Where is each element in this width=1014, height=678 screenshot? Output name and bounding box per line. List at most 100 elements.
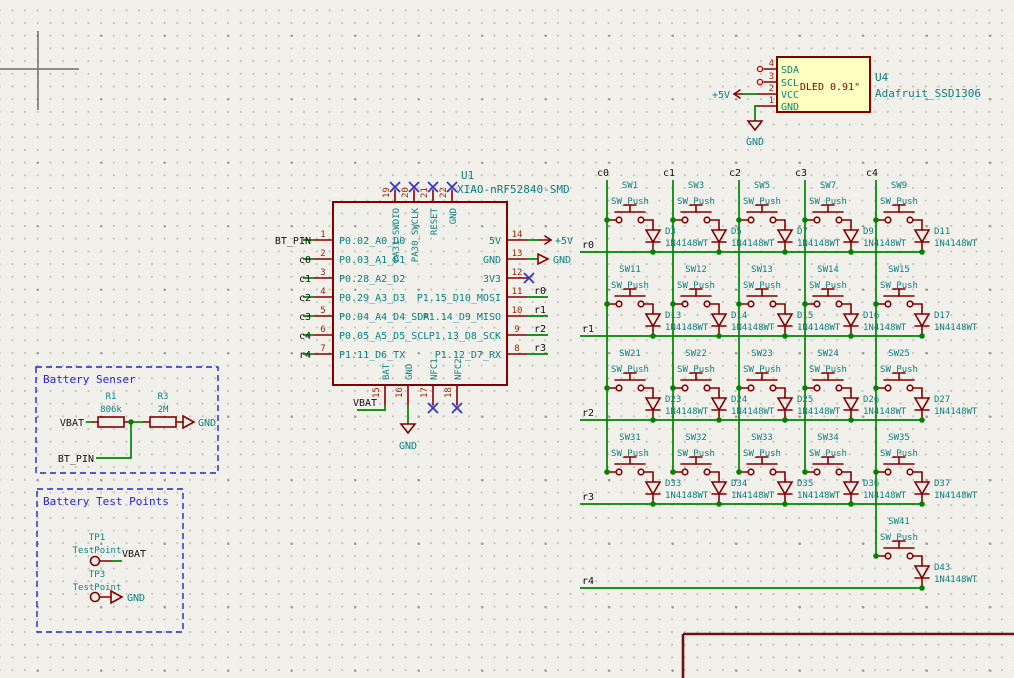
row-net-label[interactable]: r4 [582, 576, 594, 587]
gnd-power-icon[interactable] [182, 414, 196, 430]
switch-value: SW_Push [743, 449, 781, 459]
diode-symbol [913, 397, 931, 412]
net-label[interactable]: c4 [299, 331, 311, 342]
pin-number: 17 [420, 387, 430, 398]
testpoint-tp3[interactable]: TP3 TestPoint [73, 570, 122, 603]
switch-contact [835, 384, 843, 392]
no-connect-icon [451, 402, 463, 414]
switch-cell[interactable]: SW32 SW_Push D34 1N4148WT [670, 433, 775, 507]
switch-cell[interactable]: SW13 SW_Push D15 1N4148WT [736, 265, 841, 339]
wire[interactable] [357, 405, 386, 411]
column-net-label[interactable]: c3 [795, 168, 807, 179]
net-label[interactable]: r2 [534, 324, 546, 335]
resistor-r1[interactable]: R1 806k [91, 392, 132, 428]
net-label[interactable]: BT_PIN [275, 236, 311, 247]
diode-ref: D37 [934, 479, 950, 489]
battery-sensor-section[interactable]: Battery Senser VBAT R1 806k R3 2M GND BT… [35, 366, 219, 474]
switch-cell[interactable]: SW41 SW_Push D43 1N4148WT [873, 517, 978, 591]
switch-cell[interactable]: SW25 SW_Push D27 1N4148WT [873, 349, 978, 423]
power-label[interactable]: +5V [555, 236, 573, 247]
net-label[interactable]: c1 [299, 274, 311, 285]
switch-cell[interactable]: SW1 SW_Push D3 1N4148WT [604, 181, 709, 255]
switch-value: SW_Push [677, 449, 715, 459]
gnd-label[interactable]: GND [127, 593, 145, 604]
column-net-label[interactable]: c1 [663, 168, 675, 179]
u4-oled-symbol[interactable]: DLED 0.91" U4 Adafruit_SSD1306 4 SDA 3 S… [712, 56, 981, 148]
wire[interactable] [96, 422, 132, 459]
switch-cell[interactable]: SW3 SW_Push D5 1N4148WT [670, 181, 775, 255]
switch-contact [835, 216, 843, 224]
vbat-net-label[interactable]: VBAT [60, 418, 84, 429]
net-label[interactable]: r4 [299, 350, 311, 361]
junction-dot [650, 417, 656, 423]
pin-number: 15 [372, 387, 382, 398]
switch-cell[interactable]: SW5 SW_Push D7 1N4148WT [736, 181, 841, 255]
u4-gnd-label[interactable]: GND [746, 137, 764, 148]
power-label[interactable]: GND [399, 441, 417, 452]
column-net-label[interactable]: c0 [597, 168, 609, 179]
gnd-power-icon[interactable] [110, 589, 124, 605]
pin-name: P0.04_A4_D4_SDA [339, 312, 429, 323]
switch-cell[interactable]: SW21 SW_Push D23 1N4148WT [604, 349, 709, 423]
row-net-label[interactable]: r0 [582, 240, 594, 251]
net-label[interactable]: r0 [534, 286, 546, 297]
switch-cell[interactable]: SW7 SW_Push D9 1N4148WT [802, 181, 907, 255]
junction-dot [716, 501, 722, 507]
gnd-power-icon[interactable] [399, 423, 417, 435]
diode-value: 1N4148WT [665, 491, 709, 501]
pin-number: 8 [514, 344, 519, 354]
net-label[interactable]: c2 [299, 293, 311, 304]
junction-dot [736, 301, 742, 307]
net-label[interactable]: r1 [534, 305, 546, 316]
resistor-r3[interactable]: R3 2M [143, 392, 184, 428]
btpin-net-label[interactable]: BT_PIN [58, 454, 94, 465]
switch-cell[interactable]: SW33 SW_Push D35 1N4148WT [736, 433, 841, 507]
power-label[interactable]: GND [553, 255, 571, 266]
gnd-power-icon[interactable] [746, 120, 764, 132]
diode-value: 1N4148WT [934, 323, 978, 333]
switch-cell[interactable]: SW15 SW_Push D17 1N4148WT [873, 265, 978, 339]
switch-cell[interactable]: SW34 SW_Push D36 1N4148WT [802, 433, 907, 507]
vbat-net-label[interactable]: VBAT [122, 549, 146, 560]
column-net-label[interactable]: c2 [729, 168, 741, 179]
unconnected-pin-icon [756, 78, 764, 86]
line [451, 402, 463, 414]
switch-cell[interactable]: SW22 SW_Push D24 1N4148WT [670, 349, 775, 423]
switch-cell[interactable]: SW11 SW_Push D13 1N4148WT [604, 265, 709, 339]
diode-value: 1N4148WT [934, 239, 978, 249]
line [446, 181, 458, 193]
gnd-power-icon[interactable] [537, 252, 550, 266]
u1-mcu-symbol[interactable]: U1 XIAO-nRF52840-SMD 1 P0.02_A0_D0 BT_PIN 2… [275, 169, 573, 452]
switch-cell[interactable]: SW9 SW_Push D11 1N4148WT [873, 181, 978, 255]
row-net-label[interactable]: r3 [582, 492, 594, 503]
switch-cell[interactable]: SW14 SW_Push D16 1N4148WT [802, 265, 907, 339]
switch-cell[interactable]: SW24 SW_Push D26 1N4148WT [802, 349, 907, 423]
junction-dot [650, 333, 656, 339]
diode-symbol [776, 397, 794, 412]
pin-number: 18 [444, 387, 454, 398]
switch-cell[interactable]: SW35 SW_Push D37 1N4148WT [873, 433, 978, 507]
switch-contact [681, 216, 689, 224]
testpoint-tp1[interactable]: TP1 TestPoint [73, 533, 122, 567]
net-label[interactable]: c0 [299, 255, 311, 266]
row-net-label[interactable]: r1 [582, 324, 594, 335]
plus5v-power-icon[interactable] [539, 235, 552, 245]
diode-value: 1N4148WT [934, 575, 978, 585]
row-net-label[interactable]: r2 [582, 408, 594, 419]
gnd-label[interactable]: GND [198, 418, 216, 429]
battery-test-points-section[interactable]: Battery Test Points TP1 TestPoint VBAT T… [36, 488, 184, 633]
net-label[interactable]: c3 [299, 312, 311, 323]
net-label[interactable]: VBAT [353, 398, 377, 409]
plus5v-power-icon[interactable] [733, 89, 743, 99]
wire[interactable] [754, 105, 757, 121]
pin-number: 5 [320, 306, 325, 316]
keyboard-matrix[interactable]: c0 c1 c2 c3 c4 r0 SW1 SW_Push D3 1N4148WT SW3 SW_Pu… [580, 168, 978, 591]
column-net-label[interactable]: c4 [866, 168, 878, 179]
tp1-ref: TP1 [89, 533, 105, 543]
switch-cell[interactable]: SW31 SW_Push D33 1N4148WT [604, 433, 709, 507]
u4-5v-label[interactable]: +5V [712, 90, 730, 101]
net-label[interactable]: r3 [534, 343, 546, 354]
switch-cell[interactable]: SW23 SW_Push D25 1N4148WT [736, 349, 841, 423]
switch-cell[interactable]: SW12 SW_Push D14 1N4148WT [670, 265, 775, 339]
